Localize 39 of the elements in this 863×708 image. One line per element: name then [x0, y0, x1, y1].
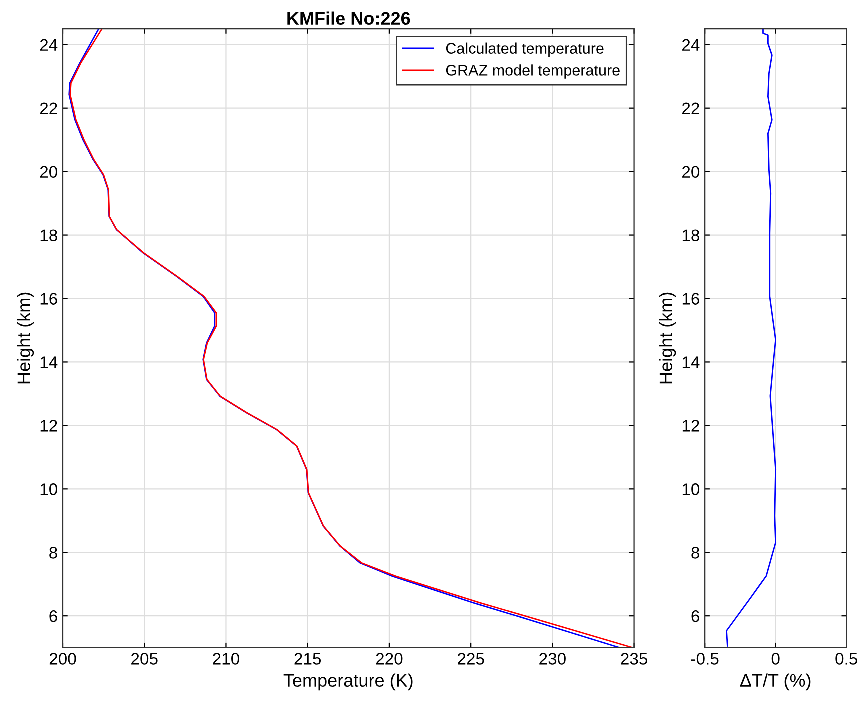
y-tick-label: 22 — [682, 102, 700, 114]
y-tick-label: 10 — [682, 484, 700, 496]
y-tick-label: 18 — [40, 230, 58, 242]
y-tick-label: 22 — [40, 102, 58, 114]
legend-label: GRAZ model temperature — [446, 64, 620, 79]
x-axis-title: Temperature (K) — [284, 674, 413, 691]
y-tick-label: 8 — [692, 547, 700, 559]
x-tick-label: 0.5 — [836, 653, 858, 665]
y-tick-label: 12 — [40, 420, 58, 432]
line-series — [726, 29, 777, 647]
y-tick-label: 18 — [682, 230, 700, 242]
x-tick-label: 225 — [458, 653, 484, 665]
y-tick-label: 8 — [50, 547, 58, 559]
x-axis-title: ΔT/T (%) — [740, 674, 811, 691]
legend-label: Calculated temperature — [446, 42, 604, 58]
y-axis-title: Height (km) — [659, 292, 676, 384]
y-axis-title: Height (km) — [17, 292, 34, 384]
y-tick-label: 16 — [40, 293, 58, 305]
y-tick-label: 24 — [682, 39, 700, 51]
x-tick-label: 200 — [50, 653, 76, 665]
y-tick-label: 20 — [682, 166, 700, 178]
chart-title: KMFile No:226 — [288, 12, 410, 26]
y-tick-label: 24 — [40, 39, 58, 51]
x-tick-label: 235 — [621, 653, 648, 665]
y-tick-label: 12 — [682, 420, 700, 432]
y-tick-label: 14 — [682, 356, 700, 368]
y-tick-label: 6 — [692, 610, 700, 622]
y-tick-label: 10 — [40, 484, 58, 496]
x-tick-label: 210 — [213, 653, 240, 665]
x-tick-label: 0 — [772, 653, 780, 665]
x-tick-label: 215 — [294, 653, 322, 665]
y-tick-label: 16 — [682, 293, 700, 305]
y-tick-label: 20 — [40, 166, 58, 178]
x-tick-label: -0.5 — [691, 653, 719, 665]
x-tick-label: 220 — [376, 653, 403, 665]
x-tick-label: 230 — [540, 653, 566, 665]
y-tick-label: 14 — [40, 356, 58, 368]
y-tick-label: 6 — [50, 610, 58, 622]
x-tick-label: 205 — [132, 653, 158, 665]
